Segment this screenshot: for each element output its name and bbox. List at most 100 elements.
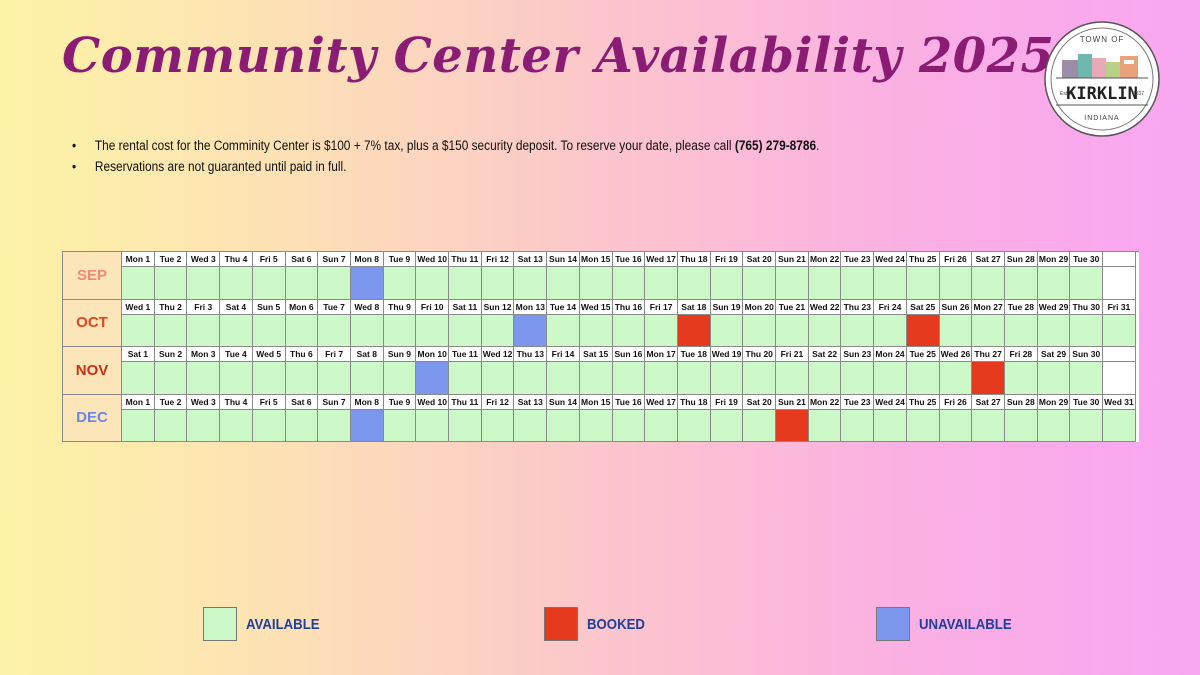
day-cell-available[interactable] xyxy=(514,362,548,395)
day-cell-available[interactable] xyxy=(350,362,384,395)
day-cell-available[interactable] xyxy=(906,409,940,442)
day-cell-available[interactable] xyxy=(1037,409,1071,442)
day-cell-available[interactable] xyxy=(579,267,613,300)
day-cell-unavailable[interactable] xyxy=(350,409,384,442)
day-cell-unavailable[interactable] xyxy=(350,267,384,300)
day-cell-available[interactable] xyxy=(1037,314,1071,347)
day-cell-available[interactable] xyxy=(481,362,515,395)
day-cell-available[interactable] xyxy=(416,314,450,347)
day-cell-available[interactable] xyxy=(220,409,253,442)
day-cell-available[interactable] xyxy=(547,362,580,395)
day-cell-available[interactable] xyxy=(1103,409,1136,442)
day-cell-available[interactable] xyxy=(612,362,646,395)
day-cell-available[interactable] xyxy=(906,362,940,395)
day-cell-available[interactable] xyxy=(939,362,973,395)
day-cell-available[interactable] xyxy=(122,314,155,347)
day-cell-available[interactable] xyxy=(285,362,319,395)
day-cell-available[interactable] xyxy=(677,409,711,442)
day-cell-available[interactable] xyxy=(1070,314,1104,347)
day-cell-available[interactable] xyxy=(612,409,646,442)
day-cell-available[interactable] xyxy=(743,409,777,442)
day-cell-available[interactable] xyxy=(841,267,875,300)
day-cell-available[interactable] xyxy=(154,314,188,347)
day-cell-available[interactable] xyxy=(514,409,548,442)
day-cell-available[interactable] xyxy=(449,314,482,347)
day-cell-available[interactable] xyxy=(220,314,253,347)
day-cell-unavailable[interactable] xyxy=(416,362,450,395)
day-cell-available[interactable] xyxy=(808,267,842,300)
day-cell-available[interactable] xyxy=(154,409,188,442)
day-cell-available[interactable] xyxy=(383,267,417,300)
day-cell-available[interactable] xyxy=(383,362,417,395)
day-cell-available[interactable] xyxy=(677,267,711,300)
day-cell-available[interactable] xyxy=(187,409,221,442)
day-cell-available[interactable] xyxy=(874,267,907,300)
day-cell-available[interactable] xyxy=(318,409,351,442)
day-cell-available[interactable] xyxy=(383,314,417,347)
day-cell-booked[interactable] xyxy=(677,314,711,347)
day-cell-available[interactable] xyxy=(1037,362,1071,395)
day-cell-available[interactable] xyxy=(579,362,613,395)
day-cell-available[interactable] xyxy=(252,409,286,442)
day-cell-available[interactable] xyxy=(154,267,188,300)
day-cell-available[interactable] xyxy=(1070,362,1104,395)
day-cell-available[interactable] xyxy=(939,409,973,442)
day-cell-available[interactable] xyxy=(808,362,842,395)
day-cell-available[interactable] xyxy=(252,267,286,300)
day-cell-available[interactable] xyxy=(122,362,155,395)
day-cell-available[interactable] xyxy=(776,267,809,300)
day-cell-available[interactable] xyxy=(1103,314,1136,347)
day-cell-available[interactable] xyxy=(481,314,515,347)
day-cell-available[interactable] xyxy=(220,362,253,395)
day-cell-available[interactable] xyxy=(710,267,744,300)
day-cell-available[interactable] xyxy=(841,314,875,347)
day-cell-available[interactable] xyxy=(416,409,450,442)
day-cell-available[interactable] xyxy=(449,409,482,442)
day-cell-available[interactable] xyxy=(743,267,777,300)
day-cell-available[interactable] xyxy=(645,314,678,347)
day-cell-available[interactable] xyxy=(1004,314,1038,347)
day-cell-available[interactable] xyxy=(776,314,809,347)
day-cell-available[interactable] xyxy=(710,409,744,442)
day-cell-available[interactable] xyxy=(612,267,646,300)
day-cell-available[interactable] xyxy=(449,267,482,300)
day-cell-available[interactable] xyxy=(579,409,613,442)
day-cell-available[interactable] xyxy=(808,314,842,347)
day-cell-available[interactable] xyxy=(972,409,1005,442)
day-cell-available[interactable] xyxy=(122,267,155,300)
day-cell-booked[interactable] xyxy=(906,314,940,347)
day-cell-available[interactable] xyxy=(449,362,482,395)
day-cell-available[interactable] xyxy=(579,314,613,347)
day-cell-available[interactable] xyxy=(252,314,286,347)
day-cell-available[interactable] xyxy=(972,314,1005,347)
day-cell-booked[interactable] xyxy=(972,362,1005,395)
day-cell-available[interactable] xyxy=(154,362,188,395)
day-cell-available[interactable] xyxy=(187,362,221,395)
day-cell-available[interactable] xyxy=(220,267,253,300)
day-cell-available[interactable] xyxy=(743,314,777,347)
day-cell-available[interactable] xyxy=(743,362,777,395)
day-cell-available[interactable] xyxy=(645,267,678,300)
day-cell-available[interactable] xyxy=(874,362,907,395)
day-cell-available[interactable] xyxy=(1004,267,1038,300)
day-cell-available[interactable] xyxy=(547,267,580,300)
day-cell-available[interactable] xyxy=(285,409,319,442)
day-cell-available[interactable] xyxy=(906,267,940,300)
day-cell-available[interactable] xyxy=(1004,409,1038,442)
day-cell-available[interactable] xyxy=(350,314,384,347)
day-cell-available[interactable] xyxy=(1070,409,1104,442)
day-cell-available[interactable] xyxy=(612,314,646,347)
day-cell-available[interactable] xyxy=(187,314,221,347)
day-cell-available[interactable] xyxy=(808,409,842,442)
day-cell-available[interactable] xyxy=(547,409,580,442)
day-cell-available[interactable] xyxy=(939,267,973,300)
day-cell-available[interactable] xyxy=(318,267,351,300)
day-cell-available[interactable] xyxy=(122,409,155,442)
day-cell-available[interactable] xyxy=(874,314,907,347)
day-cell-available[interactable] xyxy=(285,314,319,347)
day-cell-available[interactable] xyxy=(1004,362,1038,395)
day-cell-available[interactable] xyxy=(318,362,351,395)
day-cell-available[interactable] xyxy=(383,409,417,442)
day-cell-available[interactable] xyxy=(939,314,973,347)
day-cell-available[interactable] xyxy=(1070,267,1104,300)
